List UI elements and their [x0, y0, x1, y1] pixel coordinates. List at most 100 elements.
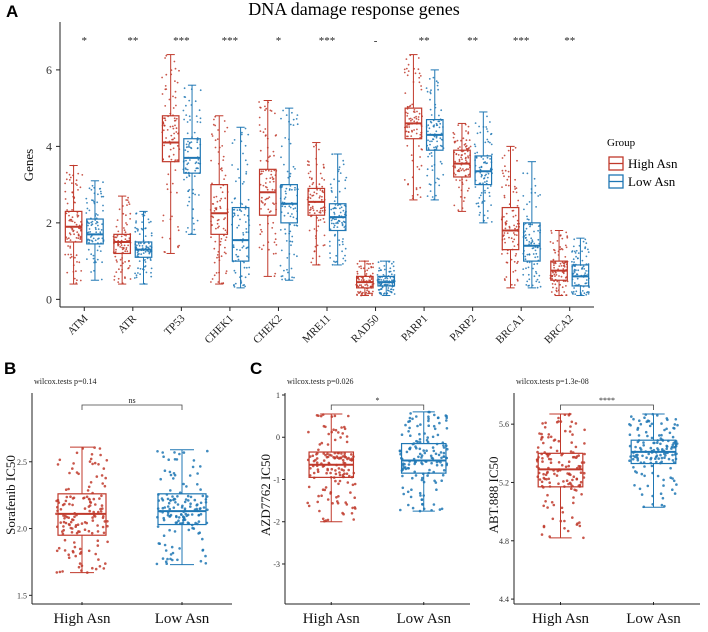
chart-c2-box-low-point [638, 419, 641, 423]
chart-c2-box-low-point [659, 492, 663, 496]
chart-a-box-brca2-high-point [559, 283, 561, 286]
chart-b-box-low-point [173, 530, 177, 533]
chart-a-box-tp53-low-point [185, 231, 188, 233]
chart-a-box-chek2-high-point [272, 202, 274, 205]
chart-a-box-parp2-high-point [468, 139, 471, 142]
chart-c1-box-high-point [326, 518, 330, 522]
chart-a-box-chek1-low-point [245, 228, 248, 230]
chart-a-box-parp2-low-point [490, 132, 493, 135]
chart-b-box-high-point [55, 571, 59, 574]
chart-c2-box-low-point [662, 478, 665, 482]
chart-c1-box-low-point [404, 423, 407, 427]
chart-b-box-high-point [96, 544, 100, 547]
chart-a-box-brca2-high-point [551, 278, 554, 280]
chart-c1-box-low-points [398, 410, 449, 513]
chart-a-box-mre11-low-point [336, 226, 339, 229]
chart-a-box-brca1-low-point [526, 203, 528, 206]
chart-a-box-atr-high-point [123, 229, 126, 232]
chart-a-box-rad50-high-point [360, 265, 362, 268]
chart-a-box-atm-high-point [70, 255, 73, 258]
chart-b-box-low-point [177, 516, 181, 519]
chart-b-box-low-point [201, 549, 204, 552]
chart-a-box-atm-high-point [70, 220, 72, 222]
chart-c2-box-low-point [662, 484, 665, 487]
chart-c2-box-high-point [565, 479, 569, 483]
chart-a-box-mre11-low-point [332, 222, 335, 225]
chart-a-box-tp53-high-point [175, 104, 177, 107]
chart-a-box-mre11-high-point [321, 189, 324, 192]
chart-a-ytick-label: 4 [46, 139, 52, 153]
chart-b-box-high-point [73, 541, 76, 544]
chart-a-box-brca1-low-point [524, 234, 527, 236]
chart-a-box-chek1-low-point [240, 210, 243, 213]
chart-a-box-brca1-high-point [512, 149, 514, 151]
chart-a-box-chek2-high-point [272, 178, 274, 181]
chart-a-box-mre11-high-point [308, 164, 310, 167]
chart-b-box-high-point [75, 451, 79, 455]
chart-a-box-atm-high-point [77, 237, 80, 240]
chart-b-box-low-point [183, 500, 187, 504]
chart-a-box-brca2-high-point [565, 285, 567, 287]
chart-c1-box-high-point [353, 496, 357, 500]
chart-b-box-low-point [178, 547, 181, 550]
chart-a-box-atm-low-point [97, 193, 99, 196]
chart-a-box-brca2-low-point [584, 272, 587, 274]
chart-a-box-chek1-low-point [231, 164, 234, 166]
chart-a-box-mre11-low-point [331, 191, 333, 193]
chart-a-box-parp1-high-point [417, 57, 420, 59]
chart-a-box-parp1-low-point [431, 169, 434, 172]
chart-a-box-atm-high-point [67, 237, 70, 240]
chart-a-box-mre11-high-point [322, 191, 325, 194]
chart-c2-box-low-point [652, 448, 656, 452]
chart-a-box-chek1-low-point [236, 255, 239, 258]
chart-c1-box-low-point [407, 503, 410, 507]
chart-a-box-atm-low-point [96, 220, 98, 223]
chart-c2-box-low-point [654, 457, 657, 461]
chart-a-box-parp1-low-point [431, 140, 433, 143]
chart-c2-box-high-point [574, 445, 578, 449]
chart-a-box-atm-low-point [95, 213, 98, 215]
chart-a-box-atm-low-point [96, 249, 99, 252]
chart-a-box-parp2-low-point [484, 191, 486, 194]
chart-c1-box-high-point [306, 501, 310, 505]
chart-a-box-chek1-low-point [243, 181, 245, 183]
chart-a-box-parp1-high-point [406, 144, 409, 147]
chart-a-box-chek2-low-point [284, 190, 287, 193]
chart-a-xtick-label: RAD50 [349, 312, 382, 345]
chart-a-box-parp1-high-point [403, 179, 406, 181]
chart-a-box-brca1-high-point [517, 199, 520, 202]
chart-b-box-high-point [61, 570, 64, 573]
chart-a-box-atr-high-point [126, 199, 129, 202]
chart-b-xtick-label: High Asn [53, 611, 111, 627]
chart-a-box-brca2-high-point [566, 236, 569, 239]
chart-b-box-high-point [69, 526, 73, 530]
chart-a-box-parp2-low-point [479, 211, 481, 214]
chart-a-box-tp53-low-point [183, 96, 186, 98]
chart-c1-box-high-point [339, 436, 342, 439]
chart-c2-box-high-point [553, 472, 556, 476]
chart-a-box-atm-high-point [76, 231, 79, 234]
chart-c1-box-low-point [439, 461, 442, 464]
chart-a-box-tp53-low-point [183, 178, 185, 181]
chart-a-box-parp2-high-point [460, 156, 462, 159]
chart-a-box-parp2-high-point [467, 156, 470, 159]
chart-a-box-parp2-high-point [465, 159, 467, 162]
chart-a-box-parp2-low-point [480, 192, 483, 194]
chart-a-box-mre11-high-point [313, 228, 316, 230]
chart-a-box-tp53-low-point [195, 161, 198, 164]
chart-a-box-parp1-low-point [427, 130, 429, 133]
chart-a-significance: *** [222, 35, 239, 47]
chart-a-box-parp2-low-point [477, 205, 480, 208]
chart-c2-box-high-point [557, 416, 560, 420]
chart-a-box-parp1-low-point [437, 178, 440, 181]
chart-c1-box-high-point [338, 473, 342, 477]
chart-c1-box-high-point [322, 459, 326, 462]
chart-a-box-rad50-low-point [393, 269, 395, 272]
chart-a-box-chek1-low-point [240, 275, 243, 278]
chart-a-box-brca2-high-point [565, 231, 568, 234]
chart-a-box-brca2-high-point [566, 235, 569, 238]
chart-c1-box-high-point [312, 471, 316, 475]
chart-a-box-chek2-low-point [284, 205, 286, 208]
chart-a-box-brca2-high-point [553, 273, 556, 276]
